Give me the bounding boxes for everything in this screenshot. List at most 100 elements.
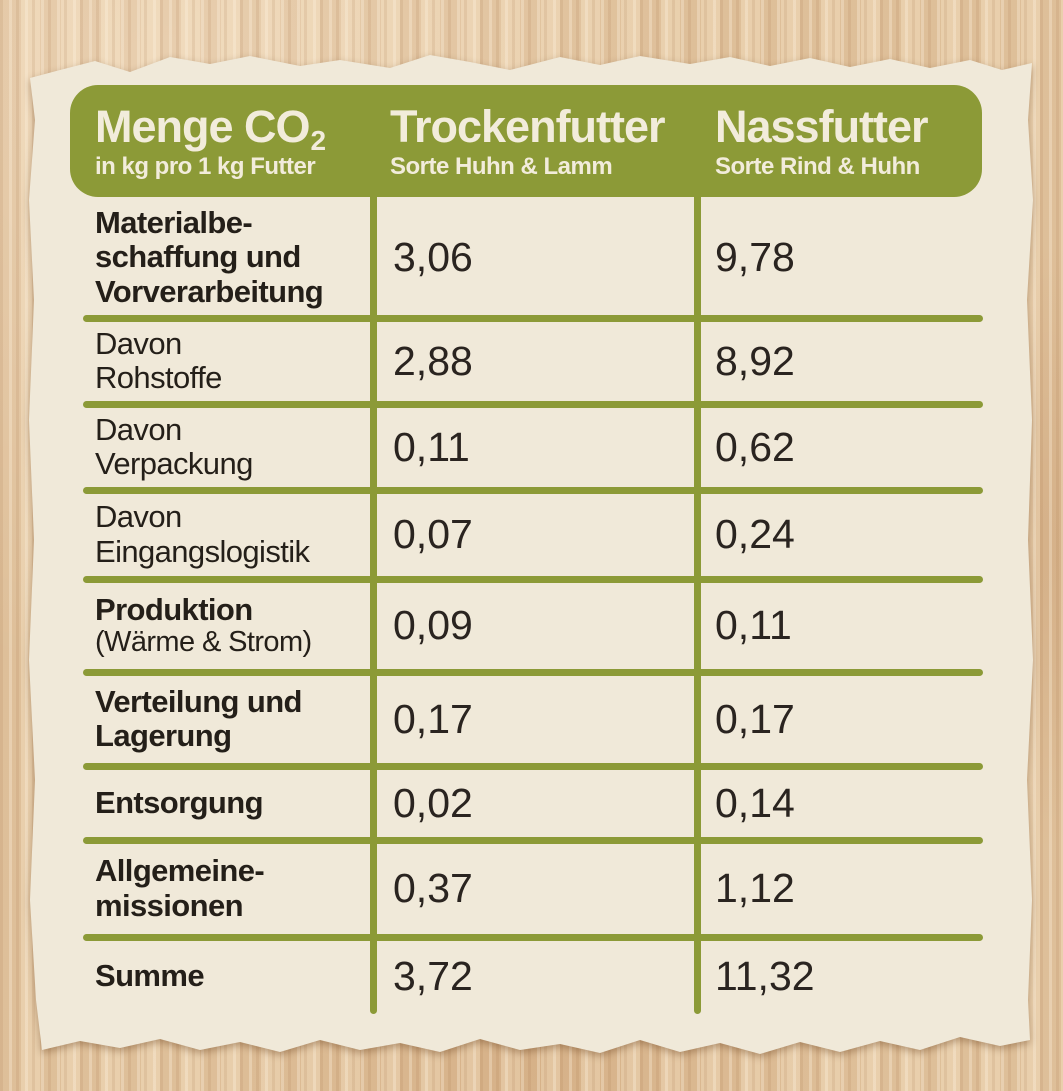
row-label: Allgemeine- missionen — [95, 853, 265, 923]
value-nassfutter: 0,62 — [715, 423, 795, 470]
value-nassfutter: 8,92 — [715, 337, 795, 384]
row-label-cell: Produktion (Wärme & Strom) — [83, 579, 370, 672]
horizontal-grid-line — [83, 933, 983, 941]
value-trockenfutter: 0,07 — [393, 511, 473, 557]
value-trockenfutter-cell: 3,72 — [370, 937, 694, 1015]
table-row: Summe 3,72 11,32 — [83, 937, 983, 1015]
value-nassfutter: 0,11 — [715, 602, 792, 648]
row-label-title: Verteilung und Lagerung — [95, 683, 302, 753]
header-cell-trockenfutter: Trockenfutter Sorte Huhn & Lamm — [377, 102, 701, 181]
row-label: Davon Rohstoffe — [95, 325, 222, 395]
row-label-title: Davon Rohstoffe — [95, 325, 222, 395]
table-row: Davon Rohstoffe 2,88 8,92 — [83, 318, 983, 404]
row-label-title: Produktion — [95, 591, 253, 627]
row-label-cell: Davon Eingangslogistik — [83, 490, 370, 579]
table-row: Verteilung und Lagerung 0,17 0,17 — [83, 672, 983, 766]
row-label-cell: Davon Verpackung — [83, 404, 370, 490]
header-title-trockenfutter: Trockenfutter — [390, 100, 666, 152]
value-nassfutter: 1,12 — [715, 865, 795, 911]
value-trockenfutter: 0,37 — [393, 865, 473, 911]
header-cell-menge-co2: Menge CO2 in kg pro 1 kg Futter — [70, 102, 377, 181]
row-label: Davon Verpackung — [95, 411, 253, 481]
value-trockenfutter: 0,11 — [393, 423, 470, 470]
row-label-cell: Davon Rohstoffe — [83, 318, 370, 404]
value-nassfutter-cell: 0,62 — [694, 404, 983, 490]
table-body: Materialbe- schaffung und Vorverarbeitun… — [83, 197, 983, 1015]
row-label-title: Summe — [95, 957, 205, 993]
header-subtitle-trockenfutter: Sorte Huhn & Lamm — [390, 152, 613, 180]
row-label-cell: Verteilung und Lagerung — [83, 672, 370, 766]
value-trockenfutter-cell: 0,02 — [370, 766, 694, 840]
value-nassfutter-cell: 0,17 — [694, 672, 983, 766]
row-label-title: Entsorgung — [95, 784, 264, 820]
menge-co2-text: Menge CO — [95, 100, 311, 152]
row-label-cell: Summe — [83, 937, 370, 1015]
horizontal-grid-line — [83, 486, 983, 494]
table-row: Entsorgung 0,02 0,14 — [83, 766, 983, 840]
header-title-menge-co2: Menge CO2 — [95, 100, 377, 155]
value-nassfutter-cell: 0,11 — [694, 579, 983, 672]
header-cell-nassfutter: Nassfutter Sorte Rind & Huhn — [701, 102, 982, 181]
value-trockenfutter: 3,06 — [393, 234, 473, 280]
horizontal-grid-line — [83, 762, 983, 770]
value-nassfutter: 0,14 — [715, 779, 795, 826]
value-nassfutter: 9,78 — [715, 234, 795, 280]
row-label-title: Allgemeine- missionen — [95, 853, 265, 923]
value-trockenfutter: 0,09 — [393, 602, 473, 648]
horizontal-grid-line — [83, 836, 983, 844]
horizontal-grid-line — [83, 668, 983, 676]
value-trockenfutter: 2,88 — [393, 337, 473, 384]
vertical-grid-line — [694, 197, 701, 1014]
row-label: Davon Eingangslogistik — [95, 499, 310, 569]
row-label-title: Materialbe- schaffung und Vorverarbeitun… — [95, 205, 324, 309]
value-nassfutter-cell: 11,32 — [694, 937, 983, 1015]
value-trockenfutter-cell: 0,11 — [370, 404, 694, 490]
row-label-subtitle: (Wärme & Strom) — [95, 625, 312, 658]
row-label-cell: Allgemeine- missionen — [83, 840, 370, 937]
horizontal-grid-line — [83, 400, 983, 408]
value-nassfutter: 0,17 — [715, 695, 795, 742]
value-trockenfutter-cell: 0,09 — [370, 579, 694, 672]
value-trockenfutter-cell: 0,07 — [370, 490, 694, 579]
row-label-cell: Materialbe- schaffung und Vorverarbeitun… — [83, 197, 370, 318]
row-label-cell: Entsorgung — [83, 766, 370, 840]
value-trockenfutter-cell: 0,37 — [370, 840, 694, 937]
row-label: Produktion (Wärme & Strom) — [95, 591, 312, 659]
header-subtitle-nassfutter: Sorte Rind & Huhn — [715, 152, 920, 180]
horizontal-grid-line — [83, 314, 983, 322]
header-subtitle-unit: in kg pro 1 kg Futter — [95, 152, 316, 180]
row-label: Entsorgung — [95, 784, 264, 820]
co2-subscript: 2 — [310, 124, 327, 156]
table-row: Davon Verpackung 0,11 0,62 — [83, 404, 983, 490]
header-title-nassfutter: Nassfutter — [715, 100, 929, 152]
table-row: Produktion (Wärme & Strom) 0,09 0,11 — [83, 579, 983, 672]
row-label-title: Davon Eingangslogistik — [95, 499, 310, 569]
value-trockenfutter: 0,17 — [393, 695, 473, 742]
value-nassfutter-cell: 0,14 — [694, 766, 983, 840]
value-trockenfutter-cell: 3,06 — [370, 197, 694, 318]
value-nassfutter: 11,32 — [715, 952, 815, 999]
table-row: Materialbe- schaffung und Vorverarbeitun… — [83, 197, 983, 318]
row-label-title: Davon Verpackung — [95, 411, 253, 481]
table-row: Allgemeine- missionen 0,37 1,12 — [83, 840, 983, 937]
value-trockenfutter-cell: 0,17 — [370, 672, 694, 766]
value-nassfutter-cell: 0,24 — [694, 490, 983, 579]
vertical-grid-line — [370, 197, 377, 1014]
horizontal-grid-line — [83, 575, 983, 583]
row-label: Materialbe- schaffung und Vorverarbeitun… — [95, 205, 324, 309]
value-nassfutter: 0,24 — [715, 511, 795, 557]
table-header: Menge CO2 in kg pro 1 kg Futter Trockenf… — [70, 85, 982, 197]
row-label: Verteilung und Lagerung — [95, 683, 302, 753]
value-nassfutter-cell: 1,12 — [694, 840, 983, 937]
table-row: Davon Eingangslogistik 0,07 0,24 — [83, 490, 983, 579]
row-label: Summe — [95, 957, 205, 993]
value-trockenfutter-cell: 2,88 — [370, 318, 694, 404]
value-nassfutter-cell: 9,78 — [694, 197, 983, 318]
value-nassfutter-cell: 8,92 — [694, 318, 983, 404]
value-trockenfutter: 0,02 — [393, 779, 473, 826]
value-trockenfutter: 3,72 — [393, 952, 473, 999]
